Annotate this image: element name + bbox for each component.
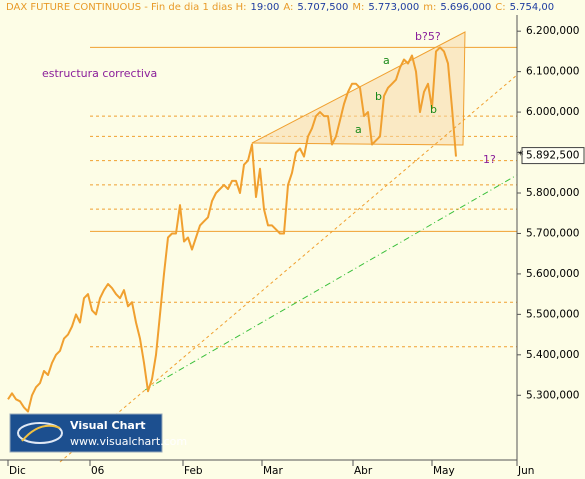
x-tick-label: May — [433, 465, 455, 477]
logo-icon — [21, 424, 61, 442]
annotation: 1? — [483, 153, 496, 166]
logo-title: Visual Chart — [70, 419, 146, 432]
plot — [7, 46, 457, 413]
annotation: b — [375, 90, 382, 103]
x-tick-label: Mar — [263, 465, 283, 477]
annotation: b?5? — [415, 30, 441, 43]
y-tick-label: 6.200,000 — [526, 25, 579, 37]
header-part: 5.707,500 — [297, 2, 348, 13]
y-tick-label: 6.100,000 — [526, 66, 579, 78]
y-tick-label: 5.500,000 — [526, 308, 579, 320]
x-tick-label: Jun — [517, 465, 534, 477]
y-tick-label: 5.300,000 — [526, 389, 579, 401]
header-part: 5.754,00 — [510, 2, 555, 13]
annotation: estructura correctiva — [42, 67, 157, 80]
x-tick-label: 06 — [91, 465, 105, 477]
last-value-box — [521, 147, 585, 165]
trend-line — [59, 74, 518, 463]
x-tick-label: Feb — [184, 465, 203, 477]
header-part: 5.696,000 — [440, 2, 491, 13]
header-part: m: — [423, 2, 436, 13]
y-tick-label: 6.000,000 — [526, 106, 579, 118]
header-part: A: — [283, 2, 293, 13]
y-tick-label: 5.400,000 — [526, 349, 579, 361]
last-value-label: 5.892,500 — [526, 150, 579, 162]
logo-url: www.visualchart.com — [70, 435, 187, 448]
annotation: b — [430, 103, 437, 116]
axes: 5.300,000 5.400,000 5.500,000 5.600,000 5.70… — [7, 25, 585, 477]
header: DAX FUTURE CONTINUOUS - Fin de dia 1 dia… — [6, 2, 554, 13]
y-tick-label: 5.800,000 — [526, 187, 579, 199]
logo-box — [9, 413, 163, 453]
y-tick-label: 5.600,000 — [526, 268, 579, 280]
y-tick-label: 5.700,000 — [526, 227, 579, 239]
header-part: 5.773,000 — [368, 2, 419, 13]
header-part: DAX FUTURE CONTINUOUS - Fin de dia 1 dia… — [6, 2, 247, 13]
header-part: 19:00 — [251, 2, 280, 13]
annotation: a — [383, 54, 390, 67]
header-part: M: — [352, 2, 364, 13]
logo: Visual Chart www.visualchart.com — [9, 413, 187, 453]
logo-icon — [17, 422, 63, 444]
x-tick-label: Abr — [354, 465, 373, 477]
header-part: C: — [495, 2, 505, 13]
last-value-marker: * — [518, 149, 524, 162]
price-line — [7, 46, 457, 413]
x-tick-label: Dic — [9, 465, 26, 477]
annotation: a — [355, 123, 362, 136]
